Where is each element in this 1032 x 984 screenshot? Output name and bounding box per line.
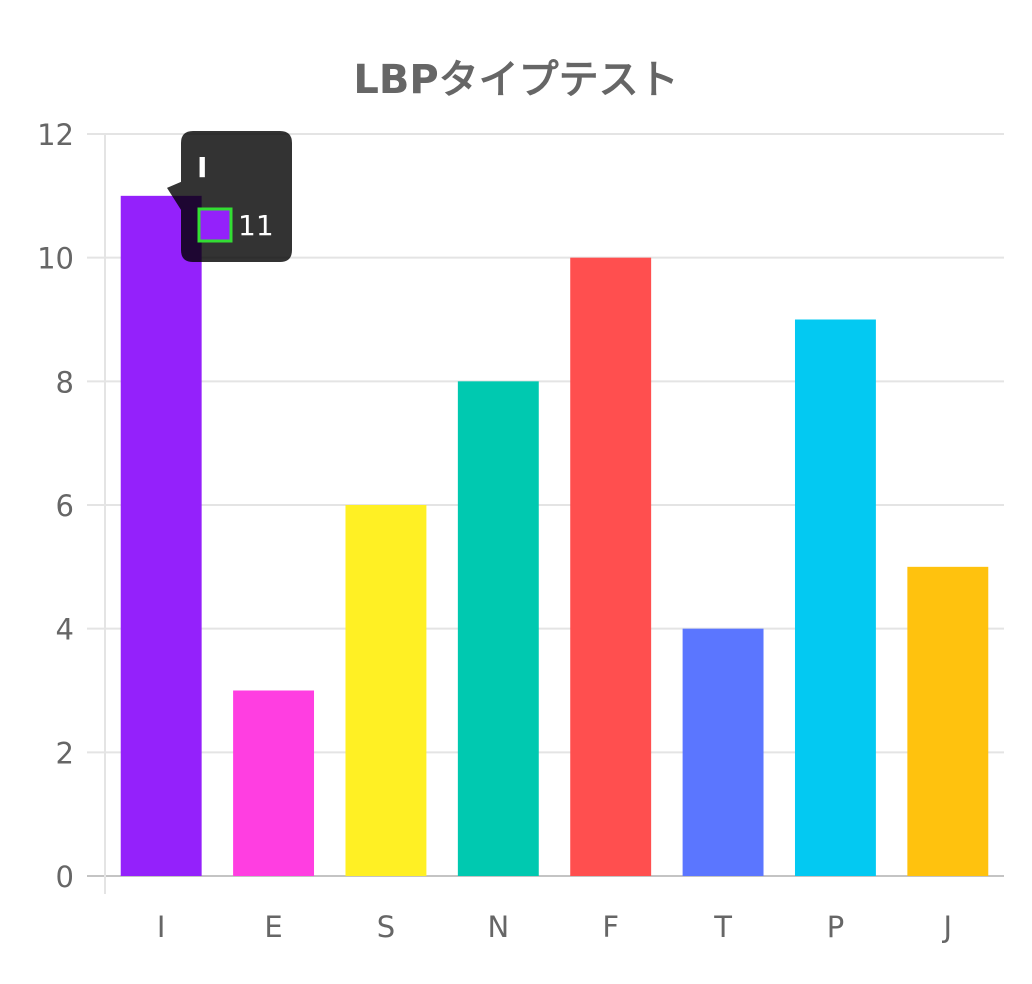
bar-N[interactable] (457, 381, 539, 876)
bar-J[interactable] (907, 566, 989, 876)
y-tick-label: 2 (56, 736, 74, 770)
y-tick-label: 6 (56, 489, 74, 523)
bar-I[interactable] (120, 195, 202, 877)
bar-T[interactable] (682, 628, 764, 876)
y-tick-label: 0 (56, 860, 74, 894)
x-tick-label-P: P (827, 910, 845, 944)
y-axis-ticks: 0 2 4 6 8 10 12 (37, 118, 74, 894)
y-tick-label: 10 (37, 242, 74, 276)
bar-P[interactable] (794, 319, 876, 877)
y-tick-label: 4 (56, 613, 74, 647)
bar-S[interactable] (345, 505, 427, 876)
x-tick-label-T: T (713, 910, 732, 944)
x-tick-label-J: J (942, 910, 953, 944)
x-tick-label-F: F (602, 910, 619, 944)
bars (120, 195, 989, 877)
chart-title: LBPタイプテスト (353, 57, 678, 103)
x-tick-label-I: I (157, 910, 166, 944)
x-tick-label-E: E (264, 910, 282, 944)
y-tick-label: 12 (37, 118, 74, 152)
bar-E[interactable] (233, 690, 315, 877)
bar-F[interactable] (570, 257, 652, 877)
x-tick-label-N: N (487, 910, 509, 944)
tooltip-title: I (197, 151, 207, 184)
tooltip-value: 11 (238, 209, 274, 242)
y-tick-label: 8 (56, 365, 74, 399)
tooltip-color-swatch (197, 207, 233, 243)
x-tick-label-S: S (377, 910, 395, 944)
tooltip: I 11 (167, 131, 292, 262)
